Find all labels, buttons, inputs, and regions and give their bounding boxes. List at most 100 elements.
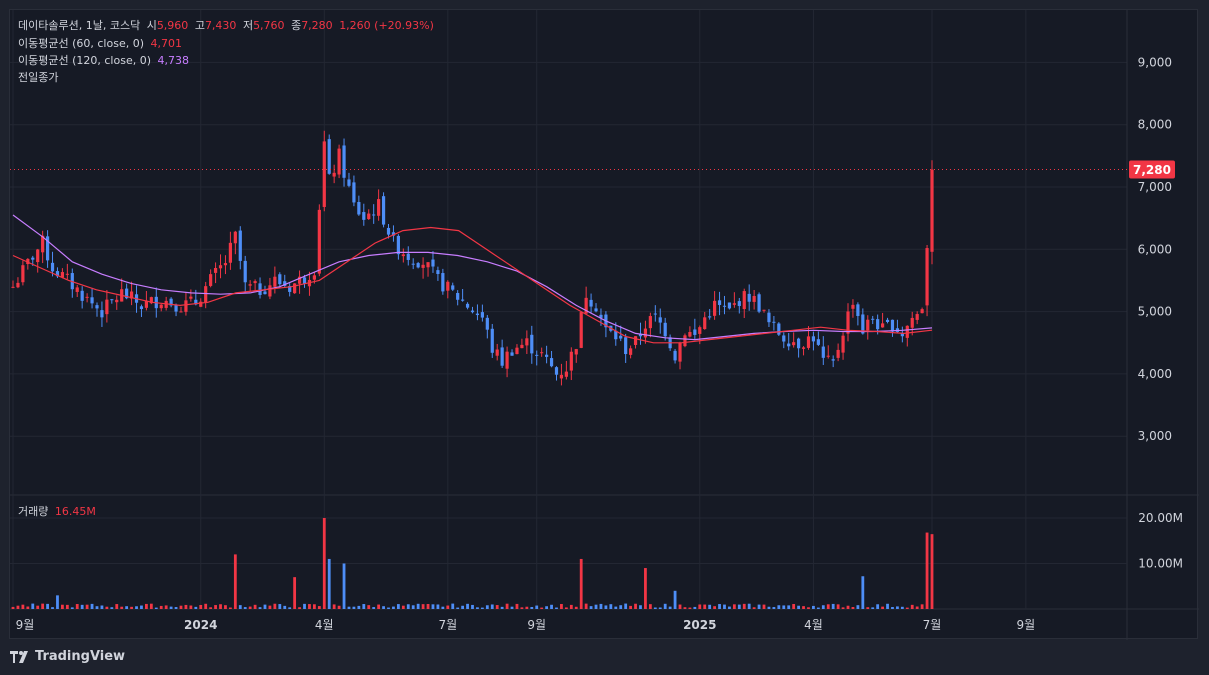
candle-body: [317, 209, 321, 274]
volume-bar: [915, 606, 919, 609]
volume-bar: [110, 607, 114, 609]
volume-bar: [555, 607, 558, 609]
volume-bar: [752, 607, 756, 609]
grid-lines: [10, 10, 1199, 640]
prev-close-legend[interactable]: 전일종가: [18, 71, 61, 85]
candle-body: [332, 172, 336, 177]
candle-body: [564, 371, 568, 377]
volume-bar: [891, 607, 894, 609]
price-tick-label: 6,000: [1138, 242, 1172, 256]
candle-body: [144, 300, 149, 308]
candle-body: [866, 319, 870, 331]
tradingview-logo[interactable]: TradingView: [10, 649, 125, 664]
ma120-line: [12, 214, 933, 341]
volume-bar: [283, 605, 287, 609]
candle-body: [490, 328, 494, 353]
candle-body: [139, 306, 144, 310]
volume-bar: [757, 604, 761, 609]
volume-bar: [777, 605, 781, 609]
volume-bar: [500, 606, 504, 609]
candle-body: [391, 232, 396, 236]
volume-bar: [56, 595, 59, 609]
volume-bar: [634, 603, 637, 609]
price-chart[interactable]: 3,000 4,000 5,000 6,000 7,000 8,000 9,000 10.0…: [10, 10, 1199, 640]
price-axis: 3,000 4,000 5,000 6,000 7,000 8,000 9,000: [1138, 55, 1172, 443]
candle-body: [782, 335, 786, 342]
candle-body: [910, 317, 914, 328]
volume-bar: [441, 606, 445, 609]
candle-body: [890, 319, 895, 332]
volume-bar: [841, 607, 845, 609]
candle-body: [461, 299, 465, 301]
candle-body: [401, 254, 405, 257]
candle-body: [638, 333, 643, 337]
price-tick-label: 4,000: [1138, 367, 1172, 381]
volume-bar: [392, 606, 395, 609]
time-tick-label: 7월: [438, 618, 457, 632]
candle-body: [367, 213, 371, 220]
candle-body: [673, 350, 677, 361]
candle-body: [683, 335, 687, 347]
candle-body: [451, 285, 455, 290]
volume-bar: [184, 604, 188, 609]
volume-bar: [317, 606, 321, 609]
candle-body: [584, 297, 588, 314]
volume-bar: [782, 605, 786, 609]
volume-bar: [876, 604, 880, 609]
chart-frame[interactable]: 3,000 4,000 5,000 6,000 7,000 8,000 9,000 10.0…: [9, 9, 1199, 640]
volume-bar: [406, 604, 410, 609]
volume-bar: [46, 603, 49, 609]
volume-bar: [476, 607, 479, 609]
volume-bar: [21, 604, 25, 609]
volume-bar: [678, 604, 682, 609]
candle-body: [253, 281, 257, 284]
candle-body: [589, 299, 593, 307]
candle-body: [633, 336, 638, 345]
symbol-legend[interactable]: 데이타솔루션, 1날, 코스닥 시5,960 고7,430 저5,760 종7,…: [18, 19, 437, 33]
candle-body: [36, 249, 40, 263]
volume-legend[interactable]: 거래량 16.45M: [18, 505, 99, 519]
volume-bar: [308, 604, 311, 609]
volume-bar: [85, 604, 89, 609]
volume-bar: [145, 603, 148, 609]
candle-body: [446, 281, 450, 291]
volume-bar: [209, 607, 213, 609]
volume-bar: [535, 605, 539, 609]
candle-body: [90, 297, 94, 304]
volume-bar: [100, 605, 104, 609]
volume-bar: [604, 605, 608, 609]
price-tick-label: 8,000: [1138, 118, 1172, 132]
candle-body: [174, 304, 178, 312]
candle-body: [619, 335, 623, 339]
ma120-legend[interactable]: 이동평균선 (120, close, 0) 4,738: [18, 54, 192, 68]
candle-body: [218, 265, 223, 269]
volume-bar: [327, 558, 331, 609]
volume-bar: [367, 605, 371, 609]
volume-bar: [228, 607, 232, 609]
candle-body: [228, 242, 232, 263]
candle-body: [194, 299, 198, 305]
volume-bar: [372, 607, 376, 609]
last-price-tag-label: 7,280: [1133, 163, 1171, 177]
time-tick-label: 4월: [804, 618, 823, 632]
volume-bar: [856, 605, 860, 609]
ma60-legend[interactable]: 이동평균선 (60, close, 0) 4,701: [18, 37, 185, 51]
candle-body: [624, 337, 628, 355]
candle-body: [831, 359, 835, 361]
volume-bar: [495, 605, 499, 609]
change-value: 1,260 (+20.93%): [339, 19, 434, 32]
volume-bar: [668, 606, 672, 609]
low-label: 저: [242, 19, 254, 32]
candle-body: [530, 334, 534, 354]
candle-body: [614, 330, 618, 340]
candle-body: [698, 327, 702, 334]
candle-body: [258, 283, 262, 295]
candle-body: [801, 347, 806, 349]
candle-body: [273, 276, 277, 287]
high-label: 고: [194, 19, 205, 32]
volume-bar: [510, 606, 514, 609]
volume-bar: [31, 603, 35, 609]
volume-bar: [816, 607, 820, 609]
candle-body: [362, 212, 366, 220]
candle-body: [792, 342, 796, 346]
